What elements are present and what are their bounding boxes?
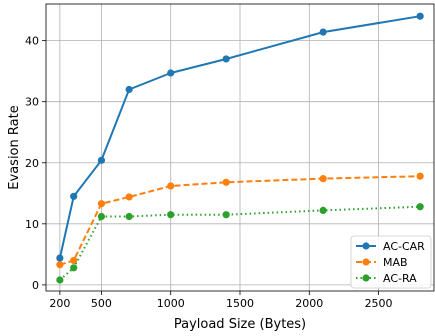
- legend-marker: [362, 242, 370, 250]
- y-tick-label: 20: [25, 157, 39, 170]
- y-tick-label: 40: [25, 35, 39, 48]
- data-point: [56, 254, 64, 262]
- series-line: [58, 15, 421, 259]
- x-tick-label: 1000: [157, 297, 185, 310]
- x-axis-ticks: 200 500 1000 1500 2000 2500: [49, 291, 393, 310]
- grid-lines: [46, 4, 434, 291]
- x-axis-label: Payload Size (Bytes): [174, 317, 306, 332]
- legend: AC-CAR MAB AC-RA: [350, 235, 432, 289]
- y-tick-label: 10: [25, 218, 39, 231]
- data-point: [222, 55, 230, 63]
- series-ac-car: [56, 12, 424, 262]
- y-tick-label: 0: [32, 279, 39, 292]
- data-point: [222, 178, 230, 186]
- data-point: [222, 211, 230, 219]
- legend-label: MAB: [383, 256, 408, 269]
- data-point: [125, 85, 133, 94]
- data-point: [97, 156, 106, 164]
- data-point: [56, 261, 64, 269]
- legend-item: MAB: [356, 256, 408, 269]
- data-point: [167, 182, 175, 190]
- data-point: [416, 203, 424, 211]
- data-point: [125, 193, 133, 201]
- y-axis-ticks: 0 10 20 30 40: [25, 35, 46, 292]
- legend-marker: [362, 258, 370, 266]
- data-point: [319, 206, 327, 214]
- data-point: [416, 12, 424, 20]
- series-layer: [56, 12, 424, 284]
- y-axis-label: Evasion Rate: [7, 105, 22, 189]
- data-point: [97, 212, 106, 221]
- x-tick-label: 500: [91, 297, 112, 310]
- data-point: [70, 192, 78, 200]
- series-ac-ra: [56, 203, 424, 284]
- data-point: [70, 256, 78, 265]
- legend-label: AC-RA: [383, 272, 417, 285]
- y-tick-label: 30: [25, 96, 39, 109]
- legend-marker: [362, 274, 370, 282]
- data-point: [319, 175, 327, 183]
- x-tick-label: 200: [49, 297, 70, 310]
- data-point: [319, 28, 327, 36]
- x-tick-label: 1500: [226, 297, 254, 310]
- x-tick-label: 2000: [295, 297, 323, 310]
- series-line: [59, 175, 421, 266]
- legend-item: AC-RA: [356, 272, 417, 285]
- data-point: [416, 172, 424, 180]
- series-mab: [56, 172, 424, 269]
- data-point: [56, 276, 64, 284]
- legend-item: AC-CAR: [356, 240, 425, 253]
- data-point: [167, 69, 175, 77]
- legend-box: [350, 235, 432, 289]
- x-tick-label: 2500: [365, 297, 393, 310]
- data-point: [97, 200, 106, 208]
- series-line: [59, 205, 421, 281]
- legend-label: AC-CAR: [383, 240, 425, 253]
- data-point: [70, 264, 78, 272]
- data-point: [125, 212, 133, 221]
- data-point: [167, 211, 175, 219]
